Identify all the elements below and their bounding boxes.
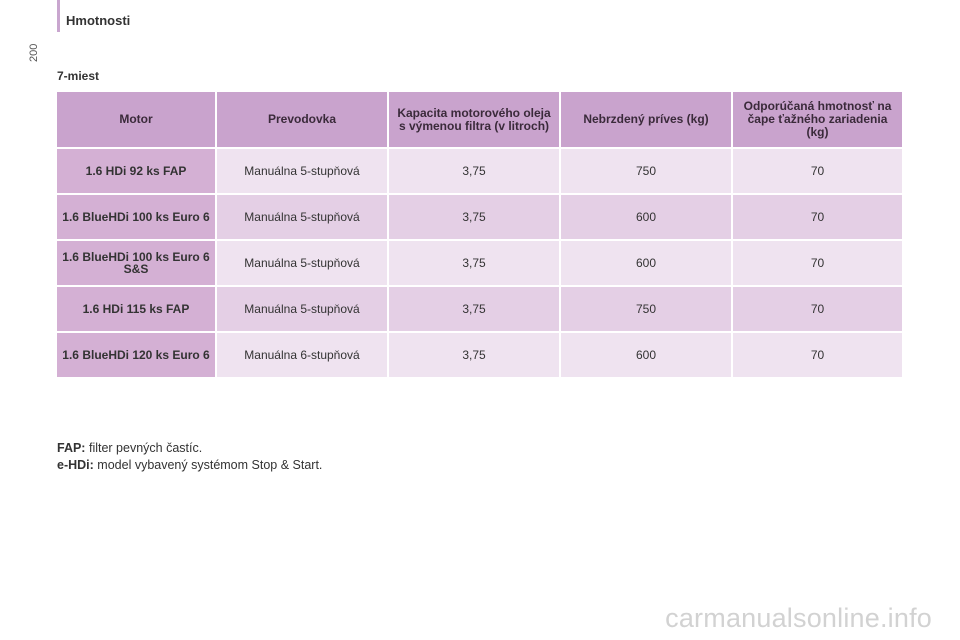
oil-capacity-cell: 3,75 [388, 194, 561, 241]
column-header-unbraked-trailer: Nebrzdený príves (kg) [560, 92, 733, 149]
motor-cell: 1.6 BlueHDi 120 ks Euro 6 [57, 332, 217, 379]
towball-load-cell: 70 [732, 194, 904, 241]
column-header-gearbox: Prevodovka [216, 92, 389, 149]
motor-cell: 1.6 HDi 92 ks FAP [57, 148, 217, 195]
unbraked-trailer-cell: 600 [560, 194, 733, 241]
weights-table: Motor Prevodovka Kapacita motorového ole… [57, 92, 904, 379]
motor-cell: 1.6 BlueHDi 100 ks Euro 6 S&S [57, 240, 217, 287]
table-heading: 7-miest [57, 69, 100, 83]
oil-capacity-cell: 3,75 [388, 240, 561, 287]
table-row: 1.6 HDi 115 ks FAP Manuálna 5-stupňová 3… [57, 286, 904, 333]
page-number: 200 [28, 43, 40, 62]
towball-load-cell: 70 [732, 240, 904, 287]
unbraked-trailer-cell: 750 [560, 286, 733, 333]
gearbox-cell: Manuálna 6-stupňová [216, 332, 389, 379]
unbraked-trailer-cell: 600 [560, 240, 733, 287]
table-row: 1.6 BlueHDi 100 ks Euro 6 Manuálna 5-stu… [57, 194, 904, 241]
footnote-fap: FAP: filter pevných častíc. [57, 440, 322, 457]
footnotes: FAP: filter pevných častíc. e-HDi: model… [57, 440, 322, 474]
footnote-term: e-HDi: [57, 458, 94, 472]
gearbox-cell: Manuálna 5-stupňová [216, 240, 389, 287]
footnote-text: model vybavený systémom Stop & Start. [97, 458, 323, 472]
footnote-term: FAP: [57, 441, 86, 455]
gearbox-cell: Manuálna 5-stupňová [216, 286, 389, 333]
oil-capacity-cell: 3,75 [388, 332, 561, 379]
section-accent-bar [57, 0, 60, 32]
table-row: 1.6 HDi 92 ks FAP Manuálna 5-stupňová 3,… [57, 148, 904, 195]
watermark: carmanualsonline.info [665, 603, 932, 633]
section-title: Hmotnosti [66, 13, 131, 28]
oil-capacity-cell: 3,75 [388, 148, 561, 195]
gearbox-cell: Manuálna 5-stupňová [216, 148, 389, 195]
footnote-text: filter pevných častíc. [88, 441, 203, 455]
table-row: 1.6 BlueHDi 100 ks Euro 6 S&S Manuálna 5… [57, 240, 904, 287]
column-header-motor: Motor [57, 92, 217, 149]
motor-cell: 1.6 HDi 115 ks FAP [57, 286, 217, 333]
motor-cell: 1.6 BlueHDi 100 ks Euro 6 [57, 194, 217, 241]
column-header-oil-capacity: Kapacita motorového oleja s výmenou filt… [388, 92, 561, 149]
towball-load-cell: 70 [732, 148, 904, 195]
towball-load-cell: 70 [732, 332, 904, 379]
column-header-towball-load: Odporúčaná hmotnosť na čape ťažného zari… [732, 92, 904, 149]
table-header-row: Motor Prevodovka Kapacita motorového ole… [57, 92, 904, 149]
table-row: 1.6 BlueHDi 120 ks Euro 6 Manuálna 6-stu… [57, 332, 904, 379]
unbraked-trailer-cell: 750 [560, 148, 733, 195]
gearbox-cell: Manuálna 5-stupňová [216, 194, 389, 241]
unbraked-trailer-cell: 600 [560, 332, 733, 379]
footnote-ehdi: e-HDi: model vybavený systémom Stop & St… [57, 457, 322, 474]
towball-load-cell: 70 [732, 286, 904, 333]
oil-capacity-cell: 3,75 [388, 286, 561, 333]
